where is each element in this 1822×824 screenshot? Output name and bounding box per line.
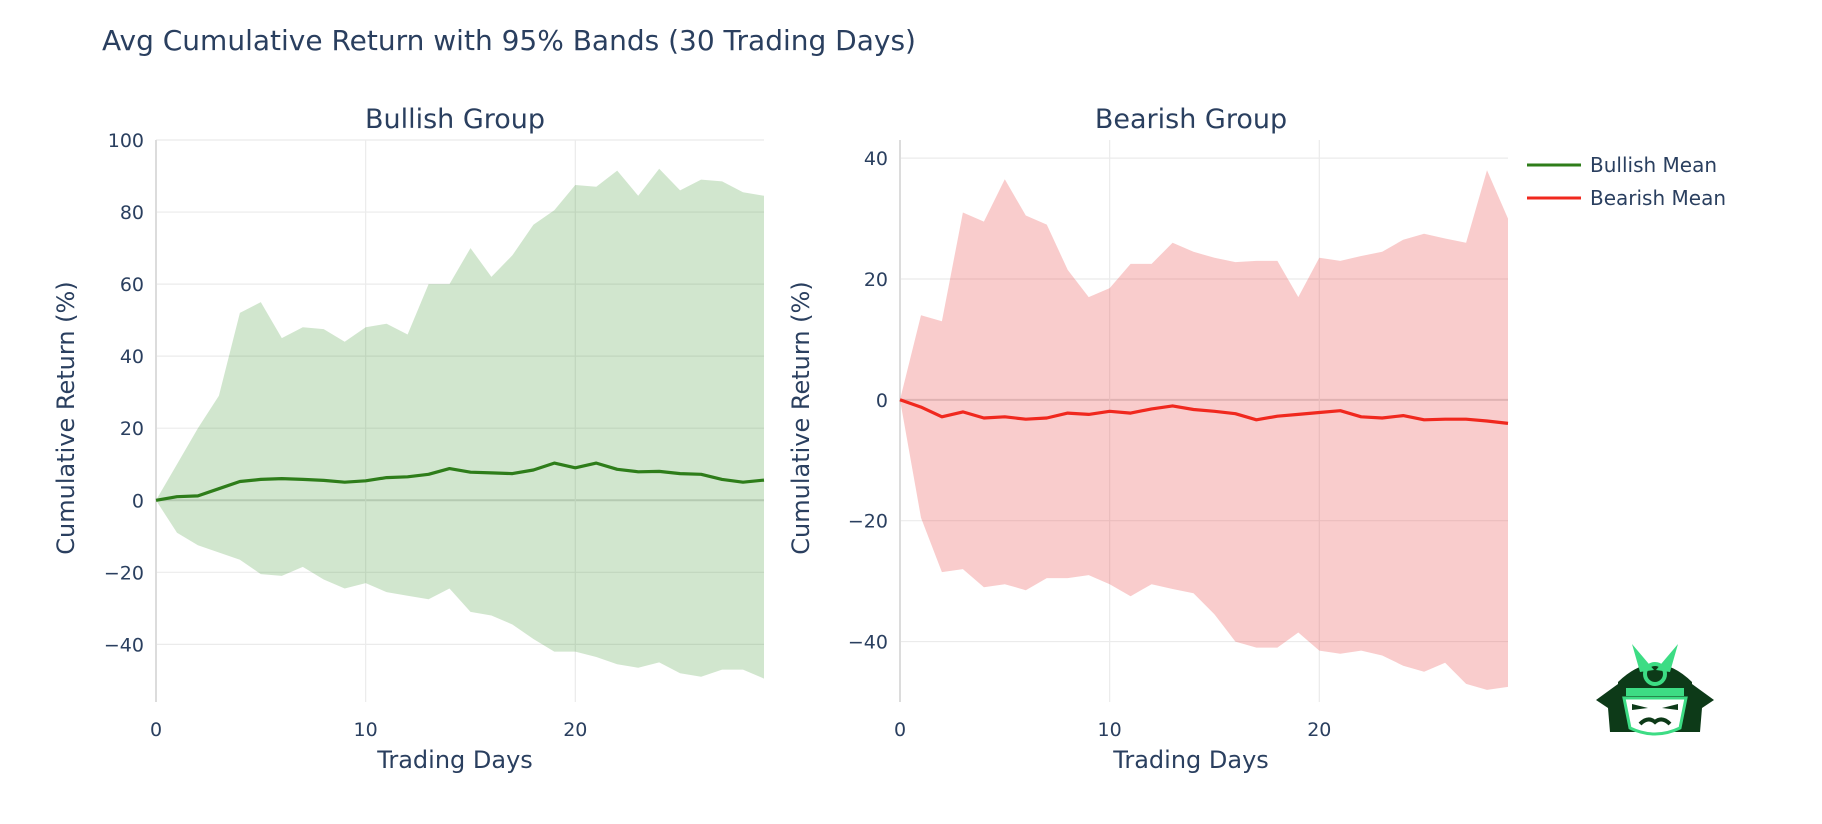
bearish-mean-line[interactable] <box>899 398 1509 425</box>
logo-crest <box>1643 662 1667 686</box>
bearish-ticks: −40 −20 0 20 40 0 10 20 <box>848 148 1332 741</box>
bullish-y-tick-label: 20 <box>120 418 144 440</box>
legend: Bullish Mean Bearish Mean <box>1527 153 1726 210</box>
bearish-panel-title: Bearish Group <box>1095 104 1287 135</box>
logo-left-shoulder <box>1596 684 1622 732</box>
bullish-y-tick-label: 100 <box>108 130 144 152</box>
figure-title: Avg Cumulative Return with 95% Bands (30… <box>102 24 916 57</box>
logo-right-horn <box>1656 644 1678 672</box>
legend-item-bearish[interactable]: Bearish Mean <box>1527 186 1726 210</box>
bearish-x-tick-label: 10 <box>1098 719 1122 741</box>
bearish-band-group <box>900 170 1508 690</box>
bearish-y-axis-title: Cumulative Return (%) <box>787 281 815 554</box>
bearish-x-axis-title: Trading Days <box>1112 746 1269 774</box>
bullish-confidence-band <box>156 168 764 679</box>
bearish-grid <box>899 140 1508 702</box>
bullish-y-tick-label: −20 <box>104 562 144 584</box>
bullish-panel: −40 −20 0 20 40 60 80 100 0 10 20 Bullish Group Tr… <box>52 104 765 774</box>
legend-label-bearish: Bearish Mean <box>1590 186 1726 210</box>
bullish-y-axis-title: Cumulative Return (%) <box>52 281 80 554</box>
bullish-ticks: −40 −20 0 20 40 60 80 100 0 10 20 <box>104 130 588 741</box>
bullish-y-tick-label: −40 <box>104 634 144 656</box>
legend-label-bullish: Bullish Mean <box>1590 153 1717 177</box>
bullish-y-tick-label: 60 <box>120 274 144 296</box>
bullish-x-axis-title: Trading Days <box>376 746 533 774</box>
bullish-x-tick-label: 20 <box>563 719 587 741</box>
bullish-band-group <box>156 168 764 679</box>
logo-brow-band <box>1626 688 1684 696</box>
bullish-x-tick-label: 10 <box>354 719 378 741</box>
bullish-mean-group <box>155 461 765 502</box>
bullish-y-tick-label: 80 <box>120 202 144 224</box>
bearish-y-tick-label: −20 <box>848 511 888 533</box>
bullish-x-tick-label: 0 <box>150 719 162 741</box>
samurai-mask-logo <box>1596 644 1714 736</box>
legend-item-bullish[interactable]: Bullish Mean <box>1527 153 1717 177</box>
logo-right-shoulder <box>1688 684 1714 732</box>
bearish-x-tick-label: 0 <box>894 719 906 741</box>
bullish-y-tick-label: 40 <box>120 346 144 368</box>
bearish-confidence-band <box>900 170 1508 690</box>
bearish-y-tick-label: 20 <box>864 269 888 291</box>
logo-face <box>1622 696 1688 736</box>
logo-mustache <box>1638 717 1672 726</box>
bullish-panel-title: Bullish Group <box>365 104 545 135</box>
bearish-x-tick-label: 20 <box>1307 719 1331 741</box>
bearish-y-tick-label: 0 <box>876 390 888 412</box>
bullish-grid <box>155 139 764 702</box>
bearish-mean-group <box>899 398 1509 425</box>
bullish-mean-line[interactable] <box>155 461 765 502</box>
bearish-y-tick-label: 40 <box>864 148 888 170</box>
logo-left-horn <box>1632 644 1654 672</box>
bullish-y-tick-label: 0 <box>132 490 144 512</box>
bearish-y-tick-label: −40 <box>848 632 888 654</box>
logo-left-eye <box>1632 704 1648 710</box>
bearish-panel: −40 −20 0 20 40 0 10 20 Bearish Group Trading D… <box>787 104 1509 774</box>
logo-right-eye <box>1662 704 1678 710</box>
